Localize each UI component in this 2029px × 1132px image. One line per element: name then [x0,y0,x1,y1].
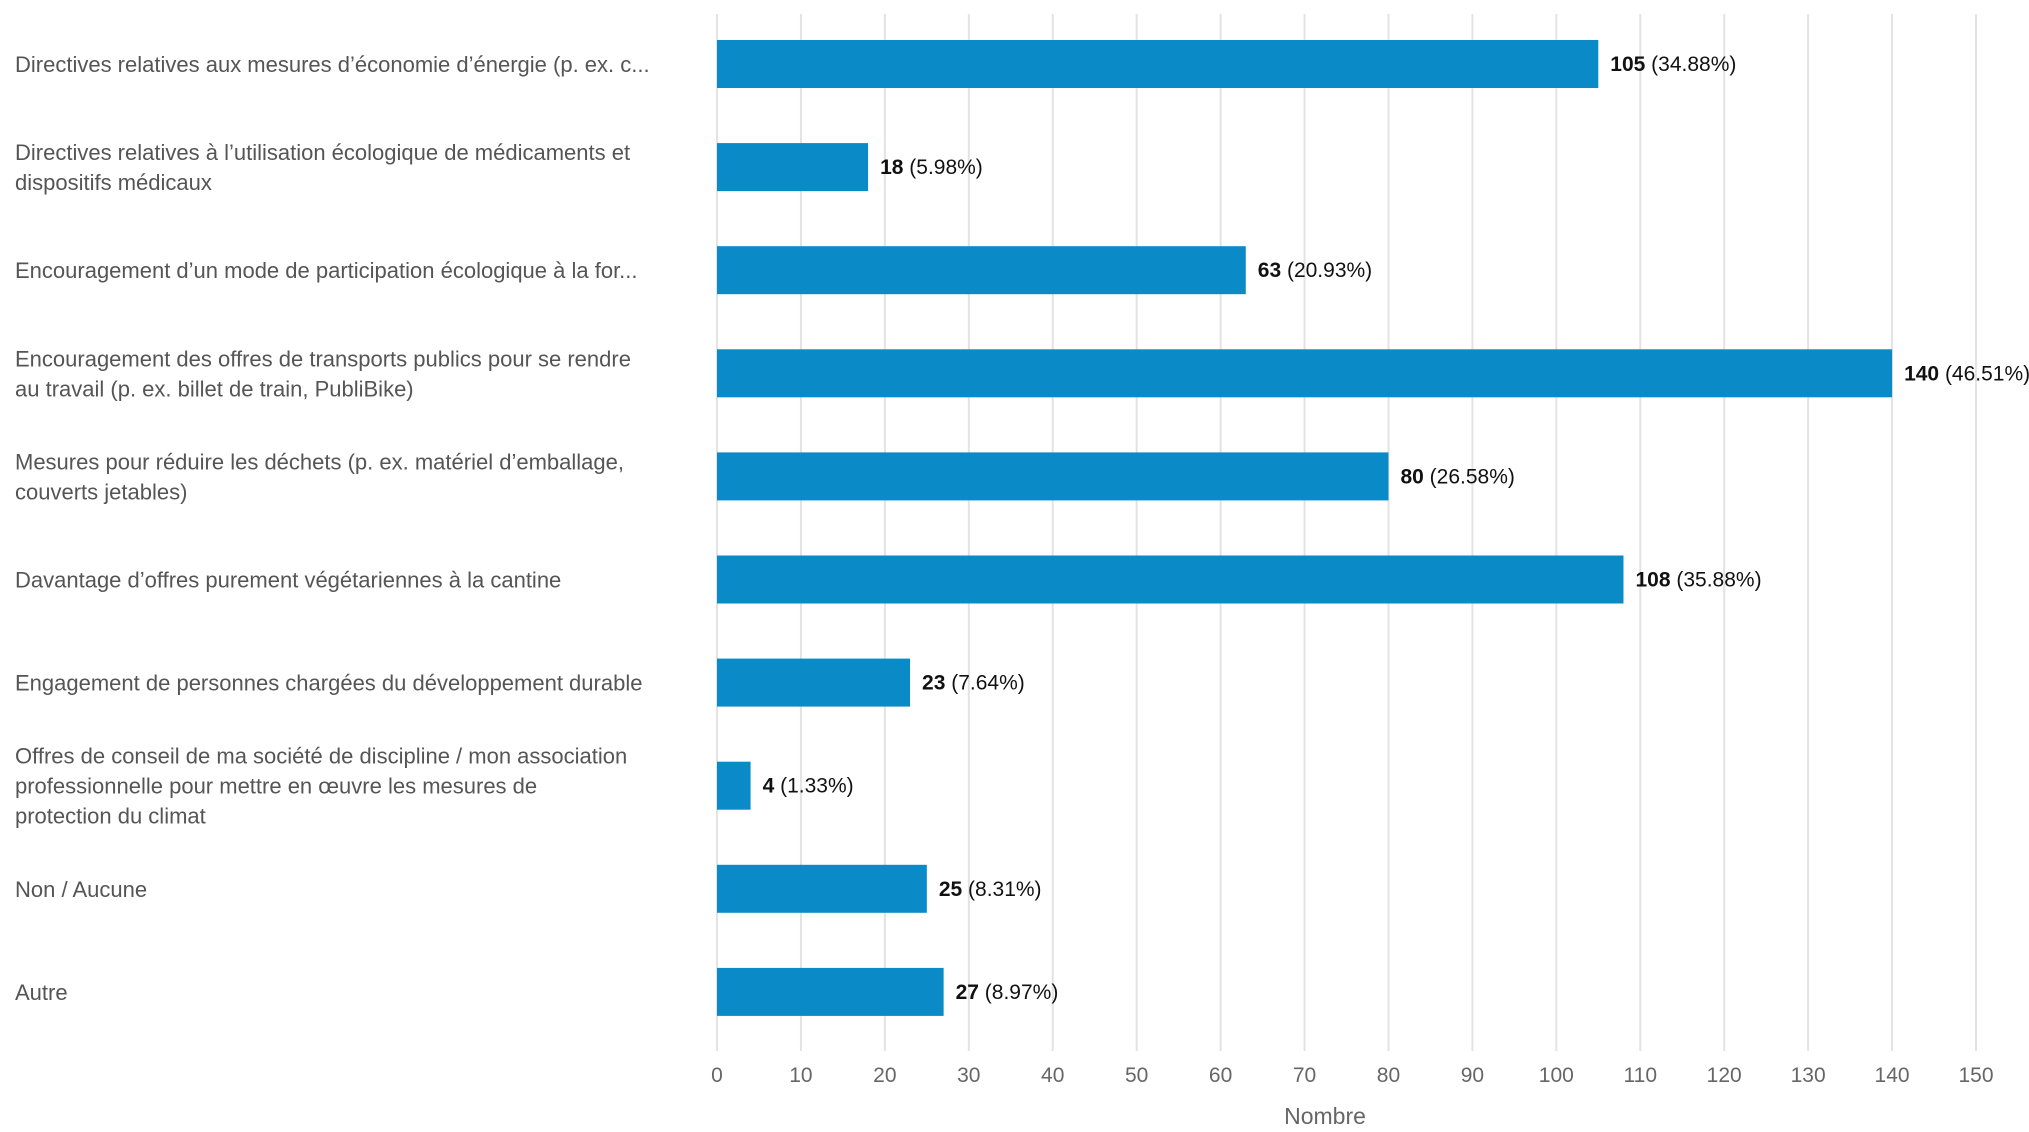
data-label-percent: (46.51%) [1939,362,2029,385]
bar-1 [717,40,1599,88]
data-label: 108 (35.88%) [1635,569,1761,592]
x-tick-label: 130 [1791,1064,1826,1087]
data-label-percent: (26.58%) [1424,465,1515,488]
data-label-count: 108 [1635,569,1670,592]
category-label: Encouragement des offres de transports p… [15,346,631,371]
data-label: 140 (46.51%) [1904,362,2029,385]
category-label: Directives relatives à l’utilisation éco… [15,140,630,165]
category-label: Non / Aucune [15,877,147,902]
x-axis-title: Nombre [1284,1103,1366,1127]
x-axis-ticks: 0 10 20 30 40 50 60 70 80 90 100 110 120 130 140 150 [711,1043,1994,1087]
x-tick-label: 90 [1461,1064,1484,1087]
data-label-percent: (5.98%) [903,156,982,179]
bar-8 [717,761,751,810]
bar-10 [717,967,944,1016]
x-tick-label: 140 [1875,1064,1910,1087]
x-tick-label: 60 [1209,1064,1232,1087]
data-label-count: 27 [956,981,979,1004]
data-label-count: 25 [939,878,963,901]
gridlines [716,14,1977,1043]
data-label: 18 (5.98%) [880,156,983,179]
data-label-percent: (35.88%) [1671,569,1762,592]
data-label: 63 (20.93%) [1258,259,1372,282]
bar-4 [717,349,1893,398]
category-labels: Directives relatives aux mesures d’écono… [15,52,650,1005]
data-label-count: 63 [1258,259,1281,282]
category-label: protection du climat [15,804,206,829]
data-label-count: 4 [763,775,775,798]
bars [717,40,1893,1016]
bar-7 [717,658,911,707]
bar-6 [717,555,1624,604]
category-label: Autre [15,980,68,1005]
data-label-percent: (7.64%) [945,672,1024,695]
category-label: Mesures pour réduire les déchets (p. ex.… [15,449,624,474]
x-tick-label: 50 [1125,1064,1148,1087]
x-tick-label: 30 [957,1064,980,1087]
data-label: 25 (8.31%) [939,878,1042,901]
x-tick-label: 100 [1539,1064,1574,1087]
bar-2 [717,143,869,192]
data-label: 80 (26.58%) [1400,465,1514,488]
data-label-percent: (1.33%) [774,775,853,798]
bar-9 [717,864,927,913]
category-label: Davantage d’offres purement végétarienne… [15,568,561,593]
category-label: professionnelle pour mettre en œuvre les… [15,774,537,799]
x-tick-label: 40 [1041,1064,1064,1087]
data-label: 23 (7.64%) [922,672,1025,695]
x-tick-label: 70 [1293,1064,1316,1087]
data-label: 4 (1.33%) [763,775,854,798]
bar-5 [717,452,1389,501]
data-label-percent: (8.97%) [979,981,1058,1004]
x-tick-label: 10 [789,1064,812,1087]
category-label: dispositifs médicaux [15,170,212,195]
category-label: Encouragement d’un mode de participation… [15,258,638,283]
bar-3 [717,246,1246,295]
category-label: Directives relatives aux mesures d’écono… [15,52,650,77]
x-tick-label: 0 [711,1064,723,1087]
data-label: 27 (8.97%) [956,981,1059,1004]
x-tick-label: 110 [1624,1064,1657,1087]
data-label-count: 105 [1610,53,1645,76]
data-label-percent: (34.88%) [1645,53,1736,76]
data-label-count: 140 [1904,362,1939,385]
x-tick-label: 20 [873,1064,896,1087]
x-tick-label: 80 [1377,1064,1400,1087]
category-label: au travail (p. ex. billet de train, Publ… [15,376,414,401]
data-label-percent: (8.31%) [962,878,1041,901]
data-label-count: 80 [1400,465,1423,488]
category-label: Offres de conseil de ma société de disci… [15,744,627,769]
value-labels: 105 (34.88%) 18 (5.98%) 63 (20.93%) 140 (46… [763,53,2029,1004]
data-label-percent: (20.93%) [1281,259,1372,282]
category-label: Engagement de personnes chargées du déve… [15,671,642,696]
x-tick-label: 120 [1707,1064,1742,1087]
data-label-count: 18 [880,156,904,179]
x-tick-label: 150 [1958,1064,1993,1087]
data-label-count: 23 [922,672,945,695]
category-label: couverts jetables) [15,479,187,504]
data-label: 105 (34.88%) [1610,53,1736,76]
